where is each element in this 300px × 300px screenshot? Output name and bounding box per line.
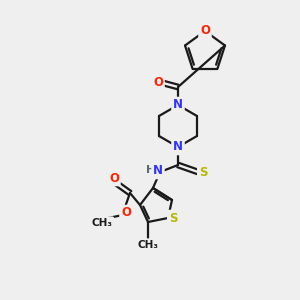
Text: S: S [199, 166, 207, 178]
Text: O: O [200, 25, 210, 38]
Text: O: O [121, 206, 131, 220]
Text: CH₃: CH₃ [137, 240, 158, 250]
Text: CH₃: CH₃ [92, 218, 112, 228]
Text: O: O [109, 172, 119, 184]
Text: H: H [146, 165, 156, 175]
Text: N: N [153, 164, 163, 178]
Text: N: N [173, 98, 183, 112]
Text: O: O [153, 76, 163, 89]
Text: N: N [173, 140, 183, 154]
Text: S: S [169, 212, 177, 224]
